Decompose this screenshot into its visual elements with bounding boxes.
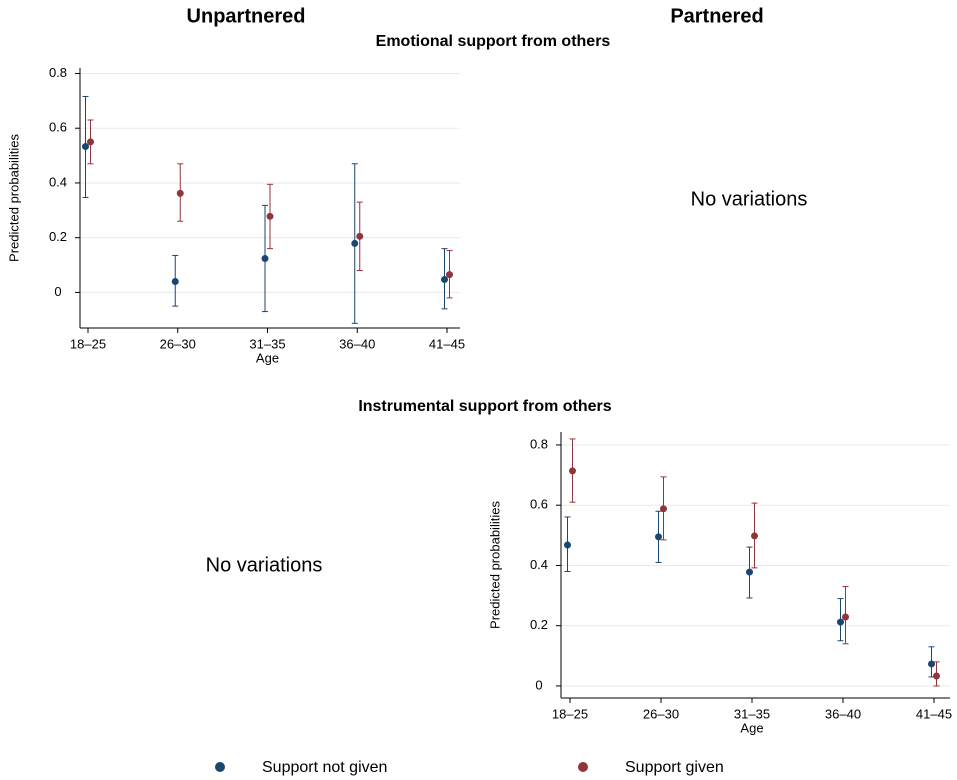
y-tick-label: 0.4	[49, 174, 67, 189]
legend-marker	[578, 762, 588, 772]
x-tick-label: 36–40	[825, 706, 861, 721]
point	[660, 505, 667, 513]
point	[171, 277, 179, 285]
point	[751, 532, 758, 540]
y-axis-title: Predicted probabilities	[6, 134, 21, 262]
y-tick-label: 0.8	[49, 65, 67, 80]
x-tick-label: 26–30	[160, 336, 196, 351]
point	[746, 568, 753, 576]
y-tick-label: 0.4	[530, 557, 548, 572]
x-axis-title: Age	[740, 720, 763, 735]
point	[564, 541, 571, 549]
y-tick-label: 0	[535, 677, 542, 692]
column-header: Unpartnered	[187, 5, 306, 27]
column-header: Partnered	[670, 5, 763, 27]
chart-title: Instrumental support from others	[358, 398, 611, 415]
point	[837, 618, 844, 626]
point	[82, 143, 89, 151]
y-tick-label: 0.2	[49, 229, 67, 244]
point	[87, 138, 94, 146]
point	[446, 271, 453, 279]
point	[842, 613, 849, 621]
empty-panel-note: No variations	[206, 554, 323, 576]
point	[569, 467, 576, 475]
x-tick-label: 26–30	[643, 706, 679, 721]
point	[261, 254, 269, 262]
x-tick-label: 41–45	[916, 706, 952, 721]
x-axis-title: Age	[256, 350, 279, 365]
empty-panel-note: No variations	[691, 188, 808, 210]
point	[928, 660, 935, 668]
y-tick-label: 0.8	[530, 436, 548, 451]
chart-title: Emotional support from others	[376, 33, 611, 50]
x-tick-label: 36–40	[339, 336, 375, 351]
legend-label: Support not given	[262, 759, 387, 776]
point	[351, 239, 359, 247]
point	[655, 533, 662, 541]
legend-marker	[215, 762, 225, 772]
y-axis-title: Predicted probabilities	[487, 501, 502, 629]
x-tick-label: 18–25	[552, 706, 588, 721]
y-tick-label: 0.6	[49, 120, 67, 135]
legend-label: Support given	[625, 759, 724, 776]
y-tick-label: 0.6	[530, 497, 548, 512]
point	[441, 276, 448, 284]
x-tick-label: 41–45	[429, 336, 465, 351]
point	[356, 232, 364, 240]
x-tick-label: 18–25	[70, 336, 106, 351]
y-tick-label: 0	[54, 284, 61, 299]
x-tick-label: 31–35	[734, 706, 770, 721]
y-tick-label: 0.2	[530, 617, 548, 632]
point	[933, 672, 940, 680]
point	[176, 189, 184, 197]
x-tick-label: 31–35	[249, 336, 285, 351]
point	[266, 212, 274, 220]
